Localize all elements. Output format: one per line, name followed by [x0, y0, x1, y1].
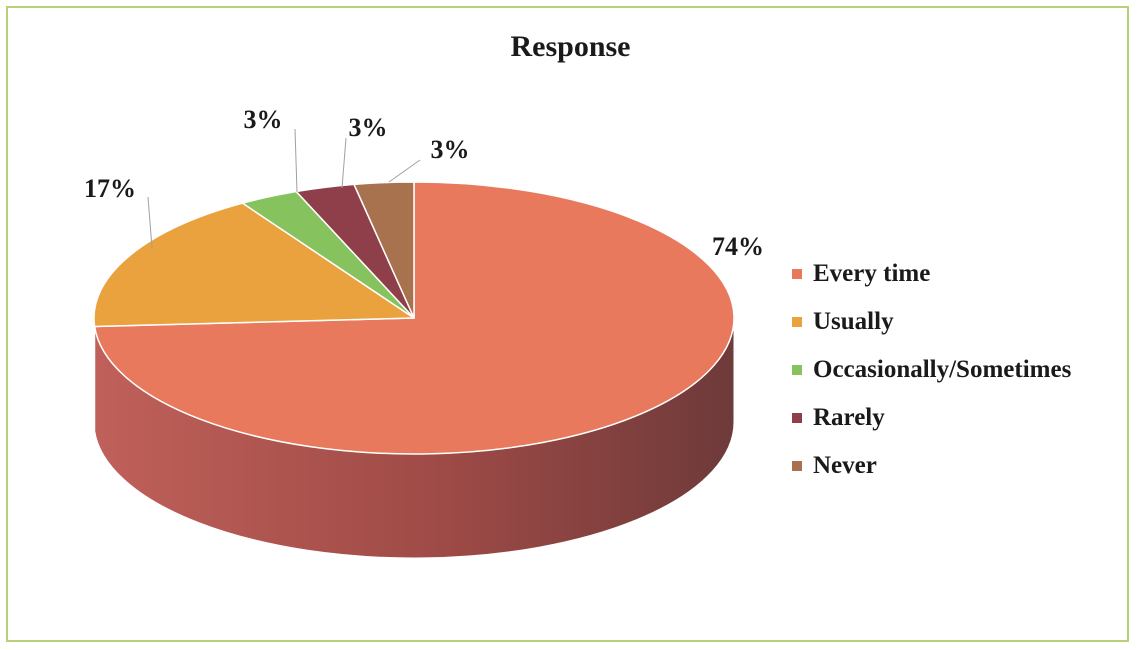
leader-line-never — [388, 159, 421, 183]
data-label-rarely: 3% — [349, 113, 388, 142]
pie-slice-never — [353, 181, 415, 319]
chart-title: Response — [510, 30, 631, 63]
leader-line-usually — [147, 196, 153, 249]
pie-side-usually — [93, 317, 96, 431]
legend: Every time Usually Occasionally/Sometimes R… — [792, 250, 1071, 490]
legend-swatch — [792, 413, 802, 423]
data-label-never: 3% — [431, 135, 470, 164]
data-label-every-time: 74% — [712, 232, 764, 261]
legend-label: Occasionally/Sometimes — [813, 356, 1072, 383]
legend-item-rarely: Rarely — [792, 394, 1071, 442]
legend-item-never: Never — [792, 442, 1071, 490]
data-label-occasionally-sometimes: 3% — [244, 105, 283, 134]
legend-label: Never — [813, 452, 877, 479]
legend-swatch — [792, 269, 802, 279]
legend-swatch — [792, 461, 802, 471]
data-label-usually: 17% — [84, 174, 136, 203]
legend-label: Every time — [813, 260, 931, 287]
legend-item-occasionally-sometimes: Occasionally/Sometimes — [792, 346, 1071, 394]
leader-line-rarely — [341, 137, 347, 189]
legend-swatch — [792, 317, 802, 327]
legend-label: Usually — [813, 308, 894, 335]
legend-item-usually: Usually — [792, 298, 1071, 346]
legend-swatch — [792, 365, 802, 375]
pie-data-labels: 74% 17% 3% 3% 3% — [84, 105, 764, 261]
legend-item-every-time: Every time — [792, 250, 1071, 298]
leader-line-occasionally-sometimes — [294, 128, 298, 193]
pie-leader-lines — [147, 128, 421, 249]
legend-label: Rarely — [813, 404, 885, 431]
pie-slices — [93, 181, 735, 455]
pie-slice-usually — [93, 202, 415, 328]
